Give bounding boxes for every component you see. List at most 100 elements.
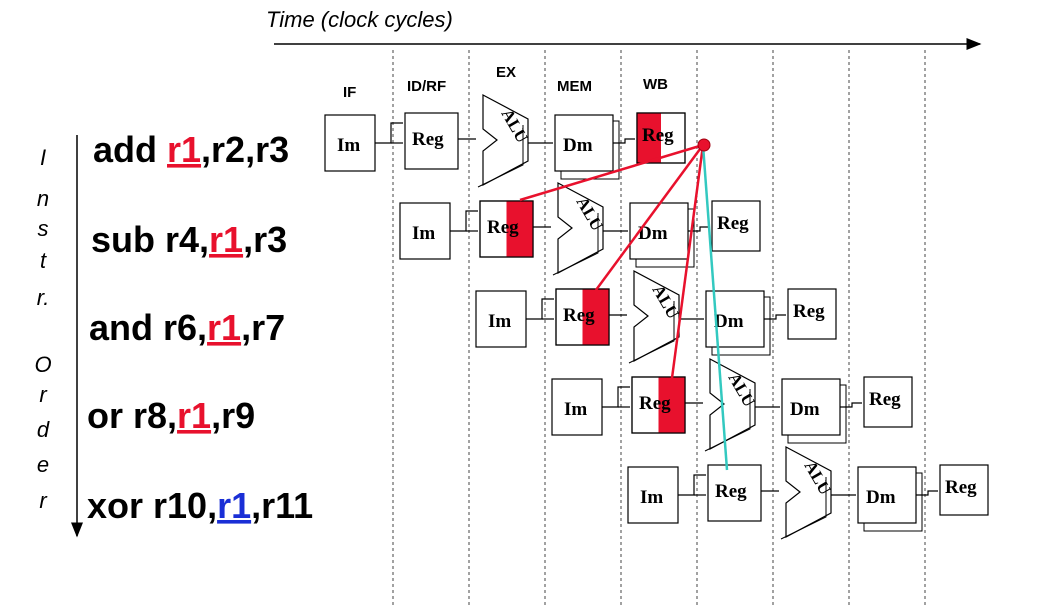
order-letter: e	[37, 452, 49, 477]
reg-read-outline	[555, 288, 610, 346]
alu-shadow	[628, 301, 675, 364]
alu-shape	[633, 270, 680, 362]
reg-write-box	[939, 464, 989, 516]
forward-line-xor	[701, 144, 729, 471]
im-stage-label: Im	[412, 223, 435, 244]
instruction-3: and r6,r1,r7	[89, 307, 285, 348]
wire	[526, 298, 554, 320]
dm-stage-label: Dm	[790, 399, 820, 420]
reg-write-label: Reg	[945, 477, 977, 498]
instruction-reg-r1: r1	[177, 395, 211, 436]
wire	[916, 490, 938, 496]
wire	[450, 210, 478, 232]
reg-read-outline	[631, 376, 686, 434]
dm-shadow	[863, 472, 923, 532]
alu-shape	[482, 94, 529, 186]
pipeline-row-2: Im Reg ALU Dm Reg	[399, 182, 761, 276]
pipeline-row-3: Im Reg ALU Dm Reg	[475, 270, 837, 364]
wire	[840, 402, 862, 408]
alu-shadow	[704, 389, 751, 452]
reg-write-label: Reg	[869, 389, 901, 410]
instruction-op: or r8,	[87, 395, 177, 436]
reg-read-outline	[479, 200, 534, 258]
dm-stage-label: Dm	[563, 135, 593, 156]
hazard-line-or	[670, 144, 705, 379]
instruction-op: add	[93, 129, 167, 170]
reg-write-box	[711, 200, 761, 252]
dm-stage-box	[857, 466, 917, 524]
reg-read-box	[404, 112, 459, 170]
im-stage-box	[627, 466, 679, 524]
reg-read-hazard-fill	[658, 377, 685, 433]
instruction-4: or r8,r1,r9	[87, 395, 255, 436]
reg-write-hazard-fill	[637, 113, 661, 163]
order-letter: n	[37, 186, 49, 211]
order-letter: r	[39, 382, 48, 407]
order-letter: s	[38, 216, 49, 241]
pipeline-row-4: Im Reg ALU Dm Reg	[551, 358, 913, 452]
wire	[375, 122, 403, 144]
reg-read-label: Reg	[563, 305, 595, 326]
reg-read-hazard-fill	[582, 289, 609, 345]
dm-stage-label: Dm	[866, 487, 896, 508]
stage-label-wb: WB	[643, 76, 668, 93]
stage-label-ex: EX	[496, 64, 516, 81]
alu-shadow	[552, 213, 599, 276]
wire	[613, 138, 635, 144]
order-letter: t	[40, 248, 47, 273]
instruction-operands: ,r11	[251, 485, 313, 526]
reg-read-label: Reg	[715, 481, 747, 502]
instruction-reg-r1: r1	[209, 219, 243, 260]
dm-stage-box	[554, 114, 614, 172]
reg-write-outline	[636, 112, 686, 164]
pipeline-row-1: Im Reg ALU Dm Reg	[324, 94, 686, 188]
dm-shadow	[635, 208, 695, 268]
alu-shape	[557, 182, 604, 274]
order-letter: r	[39, 488, 48, 513]
reg-write-label: Reg	[717, 213, 749, 234]
instruction-operands: ,r9	[211, 395, 255, 436]
instruction-op: and r6,	[89, 307, 207, 348]
instruction-reg-r1: r1	[207, 307, 241, 348]
instruction-operands: ,r2,r3	[201, 129, 289, 170]
dependency-lines	[519, 138, 729, 471]
alu-shape	[785, 446, 832, 538]
pipeline-row-5: Im Reg ALU Dm Reg	[627, 446, 989, 540]
reg-read-hazard-fill	[506, 201, 533, 257]
instruction-operands: ,r3	[243, 219, 287, 260]
time-axis-label: Time (clock cycles)	[266, 7, 453, 32]
instruction-5: xor r10,r1,r11	[87, 485, 313, 526]
reg-write-box	[863, 376, 913, 428]
wire	[688, 226, 710, 232]
wire	[764, 314, 786, 320]
order-letter: r.	[37, 285, 50, 310]
im-stage-label: Im	[488, 311, 511, 332]
dm-shadow	[711, 296, 771, 356]
stage-label-idrf: ID/RF	[407, 78, 446, 95]
reg-write-label: Reg	[793, 301, 825, 322]
order-letter: O	[34, 352, 51, 377]
instruction-op: sub r4,	[91, 219, 209, 260]
instruction-1: add r1,r2,r3	[93, 129, 289, 170]
instruction-op: xor r10,	[87, 485, 217, 526]
reg-read-box	[707, 464, 762, 522]
reg-write-box	[787, 288, 837, 340]
hazard-line-and	[594, 144, 705, 291]
dm-stage-label: Dm	[714, 311, 744, 332]
order-letter: I	[40, 145, 46, 170]
alu-shadow	[477, 125, 524, 188]
reg-read-label: Reg	[487, 217, 519, 238]
reg-read-label: Reg	[639, 393, 671, 414]
im-stage-label: Im	[564, 399, 587, 420]
reg-read-label: Reg	[412, 129, 444, 150]
stage-label-if: IF	[343, 84, 356, 101]
order-letter: d	[37, 417, 50, 442]
instruction-reg-r1: r1	[217, 485, 251, 526]
stage-labels: IF ID/RF EX MEM WB	[343, 64, 668, 101]
reg-write-label: Reg	[642, 125, 674, 146]
dm-shadow	[787, 384, 847, 444]
